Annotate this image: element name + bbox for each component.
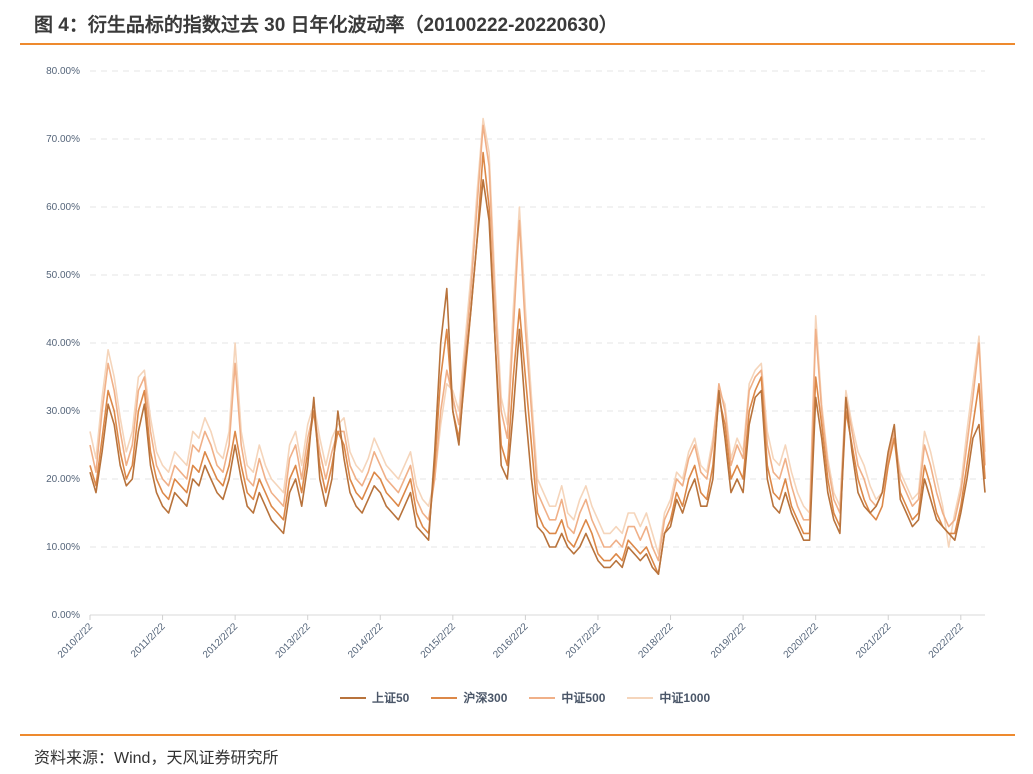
x-tick-label: 2019/2/22 bbox=[709, 621, 749, 661]
x-tick-label: 2010/2/22 bbox=[56, 621, 96, 661]
y-tick-label: 60.00% bbox=[46, 202, 80, 213]
legend-swatch bbox=[340, 696, 366, 699]
x-axis-ticks: 2010/2/22 2011/2/22 2012/2/22 2013/2/22 2014… bbox=[56, 615, 966, 661]
title-divider bbox=[20, 43, 1015, 45]
source-divider bbox=[20, 734, 1015, 736]
x-tick-label: 2016/2/22 bbox=[491, 621, 531, 661]
x-tick-label: 2012/2/22 bbox=[201, 621, 241, 661]
x-tick-label: 2013/2/22 bbox=[274, 621, 314, 661]
x-tick-label: 2018/2/22 bbox=[636, 621, 676, 661]
series-line-上证50 bbox=[89, 179, 986, 576]
legend-label: 上证50 bbox=[372, 691, 410, 705]
gridlines bbox=[90, 70, 985, 616]
legend-swatch bbox=[431, 696, 458, 699]
y-tick-label: 40.00% bbox=[46, 338, 80, 349]
x-tick-label: 2022/2/22 bbox=[927, 621, 967, 661]
chart-legend: 上证50 沪深300 中证500 中证1000 bbox=[340, 689, 710, 706]
y-tick-label: 70.00% bbox=[46, 134, 80, 145]
x-tick-label: 2021/2/22 bbox=[854, 621, 894, 661]
y-tick-label: 0.00% bbox=[52, 610, 80, 621]
legend-item: 上证50 bbox=[340, 689, 409, 706]
x-tick-label: 2020/2/22 bbox=[782, 621, 822, 661]
y-axis-ticks: 0.00% 10.00% 20.00% 30.00% 40.00% 50.00% 60.00… bbox=[46, 66, 80, 621]
series-line-沪深300 bbox=[89, 151, 986, 576]
source-note: 资料来源：Wind，天风证券研究所 bbox=[34, 750, 279, 767]
series-lines bbox=[89, 117, 986, 576]
x-tick-label: 2015/2/22 bbox=[419, 621, 459, 661]
volatility-line-chart: 0.00% 10.00% 20.00% 30.00% 40.00% 50.00% 60.00… bbox=[46, 66, 986, 661]
legend-label: 沪深300 bbox=[463, 691, 508, 705]
series-line-中证1000 bbox=[89, 117, 986, 555]
legend-item: 中证500 bbox=[529, 689, 605, 706]
figure-title: 图 4：衍生品标的指数过去 30 日年化波动率（20100222-2022063… bbox=[34, 15, 618, 36]
legend-swatch bbox=[529, 696, 556, 699]
x-tick-label: 2017/2/22 bbox=[564, 621, 604, 661]
legend-label: 中证1000 bbox=[659, 691, 711, 705]
series-line-中证500 bbox=[89, 124, 986, 562]
y-tick-label: 20.00% bbox=[46, 474, 80, 485]
legend-swatch bbox=[627, 696, 654, 699]
legend-item: 沪深300 bbox=[431, 689, 507, 706]
y-tick-label: 10.00% bbox=[46, 542, 80, 553]
legend-label: 中证500 bbox=[561, 691, 606, 705]
y-tick-label: 50.00% bbox=[46, 270, 80, 281]
y-tick-label: 80.00% bbox=[46, 66, 80, 77]
legend-item: 中证1000 bbox=[627, 689, 710, 706]
y-tick-label: 30.00% bbox=[46, 406, 80, 417]
x-tick-label: 2011/2/22 bbox=[129, 621, 168, 660]
x-tick-label: 2014/2/22 bbox=[346, 621, 386, 661]
